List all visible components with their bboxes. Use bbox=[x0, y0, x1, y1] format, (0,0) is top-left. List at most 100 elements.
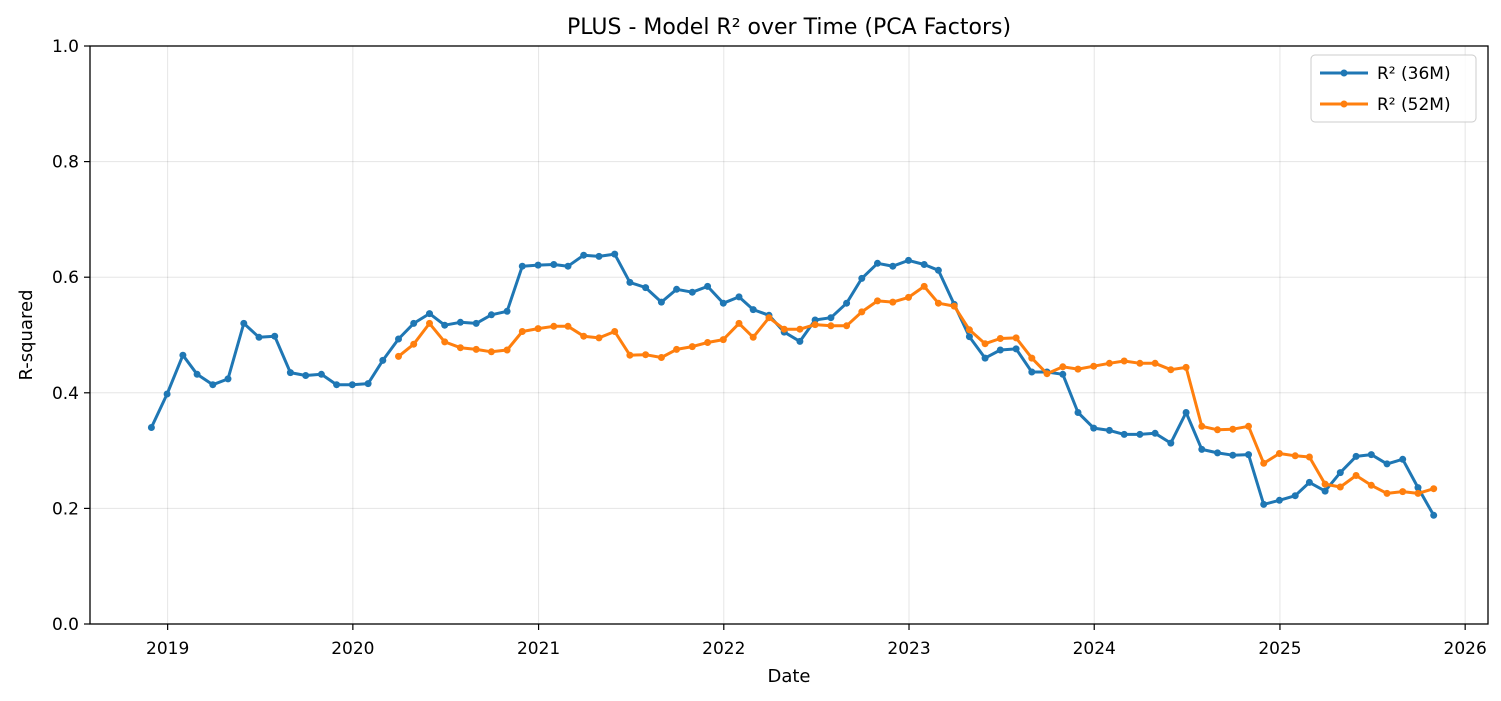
x-tick-label: 2025 bbox=[1258, 639, 1301, 659]
data-point bbox=[889, 298, 897, 306]
data-point bbox=[286, 369, 294, 377]
data-point bbox=[611, 328, 619, 335]
data-point bbox=[1229, 451, 1237, 459]
data-point bbox=[550, 322, 558, 330]
x-axis-label: Date bbox=[767, 666, 810, 687]
data-point bbox=[1028, 368, 1036, 376]
data-point bbox=[626, 278, 634, 286]
data-point bbox=[1383, 460, 1391, 468]
data-point bbox=[1367, 481, 1375, 489]
data-point bbox=[735, 293, 743, 301]
data-point bbox=[487, 311, 495, 319]
data-point bbox=[595, 334, 603, 342]
data-point bbox=[472, 319, 480, 327]
data-point bbox=[749, 306, 757, 314]
data-point bbox=[1336, 469, 1344, 477]
y-tick-label: 0.6 bbox=[52, 268, 79, 288]
data-point bbox=[1414, 489, 1422, 497]
data-point bbox=[550, 261, 558, 268]
data-point bbox=[441, 338, 449, 346]
data-point bbox=[934, 266, 942, 274]
plot-frame bbox=[89, 45, 1489, 625]
data-point bbox=[1275, 450, 1283, 457]
data-point bbox=[889, 262, 897, 270]
data-point bbox=[1074, 409, 1082, 416]
data-point bbox=[796, 325, 804, 333]
x-tick-label: 2022 bbox=[702, 639, 745, 659]
data-point bbox=[858, 274, 866, 282]
data-point bbox=[487, 348, 495, 356]
data-point bbox=[1430, 485, 1438, 493]
data-point bbox=[981, 354, 989, 362]
data-point bbox=[348, 381, 356, 389]
data-point bbox=[426, 310, 433, 318]
series-layer bbox=[147, 250, 1438, 519]
series-52m bbox=[395, 282, 1438, 497]
data-point bbox=[1305, 478, 1313, 486]
data-point bbox=[843, 299, 851, 307]
legend-marker-52m bbox=[1340, 100, 1348, 108]
data-point bbox=[719, 299, 727, 307]
data-point bbox=[564, 322, 572, 330]
data-point bbox=[1120, 430, 1128, 438]
data-point bbox=[1198, 445, 1206, 453]
data-point bbox=[1151, 359, 1159, 367]
data-point bbox=[580, 332, 588, 340]
y-axis-label: R-squared bbox=[16, 289, 37, 380]
data-point bbox=[735, 319, 743, 327]
data-point bbox=[1245, 451, 1252, 459]
data-point bbox=[827, 322, 835, 330]
data-point bbox=[1336, 483, 1344, 491]
legend: R² (36M) R² (52M) bbox=[1310, 54, 1477, 123]
data-point bbox=[1167, 366, 1175, 374]
data-point bbox=[1260, 500, 1268, 508]
data-point bbox=[905, 256, 912, 264]
data-point bbox=[379, 356, 387, 364]
data-point bbox=[441, 321, 449, 329]
y-tick-label: 1.0 bbox=[52, 37, 79, 57]
data-point bbox=[719, 336, 727, 344]
data-point bbox=[1059, 370, 1067, 378]
data-point bbox=[704, 339, 712, 346]
data-point bbox=[456, 318, 464, 326]
data-point bbox=[1414, 484, 1422, 492]
data-point bbox=[981, 340, 989, 348]
data-point bbox=[1059, 363, 1067, 371]
data-point bbox=[1291, 492, 1299, 500]
data-point bbox=[595, 252, 603, 260]
axis-ticks: 2019 2020 2021 2022 2023 2024 2025 2026 0.0 0.2 0.… bbox=[52, 37, 1487, 659]
data-point bbox=[1136, 430, 1144, 438]
y-tick-label: 0.8 bbox=[52, 153, 79, 173]
data-point bbox=[1275, 496, 1283, 504]
data-point bbox=[1105, 426, 1113, 434]
data-point bbox=[1182, 409, 1190, 416]
data-point bbox=[534, 325, 542, 333]
data-point bbox=[395, 352, 402, 360]
data-point bbox=[1167, 439, 1175, 447]
data-point bbox=[395, 335, 402, 343]
data-point bbox=[1043, 370, 1051, 378]
data-point bbox=[255, 333, 263, 341]
data-point bbox=[518, 262, 526, 270]
data-point bbox=[765, 314, 773, 322]
data-point bbox=[1305, 453, 1313, 461]
data-point bbox=[965, 326, 973, 334]
data-point bbox=[333, 381, 341, 389]
data-point bbox=[410, 319, 418, 327]
data-point bbox=[749, 333, 757, 341]
data-point bbox=[657, 354, 665, 361]
data-point bbox=[1229, 425, 1237, 433]
y-tick-label: 0.4 bbox=[52, 384, 79, 404]
data-point bbox=[1291, 452, 1299, 460]
data-point bbox=[1399, 455, 1407, 463]
data-point bbox=[996, 335, 1004, 342]
data-point bbox=[673, 285, 681, 293]
data-point bbox=[611, 250, 619, 258]
data-point bbox=[1090, 362, 1098, 370]
x-tick-label: 2023 bbox=[887, 639, 930, 659]
data-point bbox=[209, 381, 217, 389]
data-point bbox=[193, 370, 201, 378]
data-point bbox=[796, 337, 804, 345]
data-point bbox=[996, 346, 1004, 354]
